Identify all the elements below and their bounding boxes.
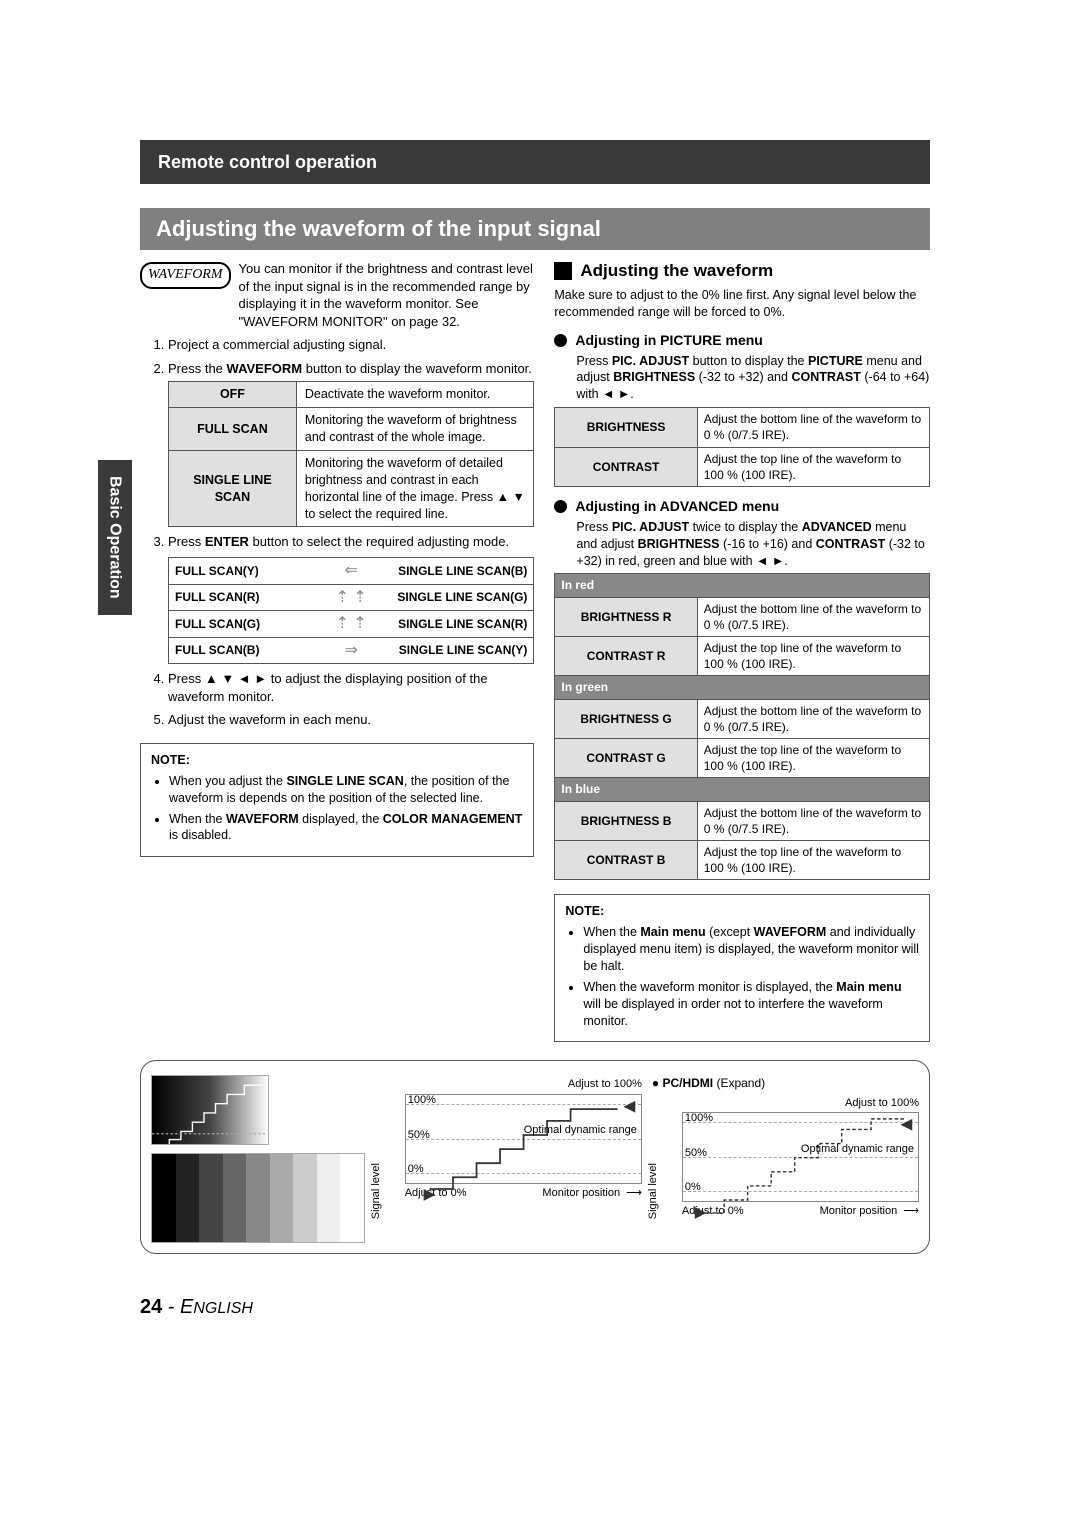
label-optimal: Optimal dynamic range	[801, 1142, 914, 1157]
section-title: Adjusting the waveform of the input sign…	[140, 208, 930, 250]
side-tab: Basic Operation	[98, 460, 132, 615]
table-row: CONTRASTAdjust the top line of the wavef…	[555, 447, 930, 486]
axis-label: Signal level	[369, 1163, 384, 1219]
table-row: FULL SCANMonitoring the waveform of brig…	[169, 408, 534, 451]
diagram-stair	[151, 1075, 365, 1243]
page-header: Remote control operation	[140, 140, 930, 184]
left-column: WAVEFORM You can monitor if the brightne…	[140, 260, 534, 1042]
step-2: Press the WAVEFORM button to display the…	[168, 360, 534, 528]
label-optimal: Optimal dynamic range	[524, 1123, 637, 1138]
note-item: When the WAVEFORM displayed, the COLOR M…	[169, 811, 523, 845]
flow-row: FULL SCAN(B)⇒SINGLE LINE SCAN(Y)	[169, 637, 533, 664]
table-row: CONTRAST BAdjust the top line of the wav…	[555, 840, 930, 879]
stair-preview-large	[151, 1153, 365, 1243]
flow-row: FULL SCAN(Y)⇐SINGLE LINE SCAN(B)	[169, 558, 533, 584]
dot-bullet-icon	[554, 500, 567, 513]
mode-table: OFFDeactivate the waveform monitor. FULL…	[168, 381, 534, 527]
diagram-row: Adjust to 100% Signal level 100% 50% 0% …	[140, 1060, 930, 1254]
plot: 100% 50% 0% Optimal dynamic range	[405, 1094, 642, 1184]
pc-hdmi-label: ● PC/HDMI (Expand)	[652, 1075, 919, 1091]
table-row: SINGLE LINE SCANMonitoring the waveform …	[169, 450, 534, 527]
arrow-updown-icon: ⇡ ⇡	[331, 613, 371, 635]
table-row: OFFDeactivate the waveform monitor.	[169, 382, 534, 408]
subheading-adjusting: Adjusting the waveform	[554, 260, 930, 283]
steps-list: Project a commercial adjusting signal. P…	[140, 336, 534, 729]
diagram-waveform-1: Adjust to 100% Signal level 100% 50% 0% …	[375, 1075, 642, 1243]
table-row: BRIGHTNESS GAdjust the bottom line of th…	[555, 699, 930, 738]
subheading-desc: Make sure to adjust to the 0% line first…	[554, 287, 930, 321]
note-box-1: NOTE: When you adjust the SINGLE LINE SC…	[140, 743, 534, 857]
note-item: When you adjust the SINGLE LINE SCAN, th…	[169, 773, 523, 807]
table-row: CONTRAST GAdjust the top line of the wav…	[555, 738, 930, 777]
advanced-desc: Press PIC. ADJUST twice to display the A…	[576, 519, 930, 570]
scan-flow: FULL SCAN(Y)⇐SINGLE LINE SCAN(B) FULL SC…	[168, 557, 534, 664]
table-row: BRIGHTNESS RAdjust the bottom line of th…	[555, 597, 930, 636]
step-1: Project a commercial adjusting signal.	[168, 336, 534, 354]
dot-bullet-icon	[554, 334, 567, 347]
axis-label: Signal level	[646, 1163, 661, 1219]
square-bullet-icon	[554, 262, 572, 280]
flow-row: FULL SCAN(G)⇡ ⇡SINGLE LINE SCAN(R)	[169, 610, 533, 637]
stair-preview-small	[151, 1075, 269, 1145]
subheading-advanced: Adjusting in ADVANCED menu	[554, 497, 930, 516]
right-column: Adjusting the waveform Make sure to adju…	[554, 260, 930, 1042]
advanced-table: In red BRIGHTNESS RAdjust the bottom lin…	[554, 573, 930, 880]
arrow-right-icon: ⇒	[331, 640, 371, 662]
step-4: Press ▲ ▼ ◄ ► to adjust the displaying p…	[168, 670, 534, 705]
plot: 100% 50% 0% Optimal dynamic range	[682, 1112, 919, 1202]
label-adjust-100: Adjust to 100%	[845, 1096, 919, 1111]
table-row: CONTRAST RAdjust the top line of the wav…	[555, 637, 930, 676]
arrow-updown-icon: ⇡ ⇡	[331, 587, 371, 609]
table-row: In red	[555, 574, 930, 597]
label-adjust-100: Adjust to 100%	[568, 1077, 642, 1092]
page-number: 24	[140, 1296, 162, 1318]
note-item: When the waveform monitor is displayed, …	[583, 979, 919, 1030]
table-row: In green	[555, 676, 930, 699]
table-row: BRIGHTNESS BAdjust the bottom line of th…	[555, 801, 930, 840]
picture-table: BRIGHTNESSAdjust the bottom line of the …	[554, 407, 930, 487]
picture-desc: Press PIC. ADJUST button to display the …	[576, 353, 930, 404]
table-row: BRIGHTNESSAdjust the bottom line of the …	[555, 408, 930, 447]
waveform-badge: WAVEFORM	[140, 262, 231, 289]
subheading-picture: Adjusting in PICTURE menu	[554, 331, 930, 350]
note-title: NOTE:	[565, 903, 919, 920]
step-5: Adjust the waveform in each menu.	[168, 711, 534, 729]
note-title: NOTE:	[151, 752, 523, 769]
flow-row: FULL SCAN(R)⇡ ⇡SINGLE LINE SCAN(G)	[169, 584, 533, 611]
diagram-waveform-2: ● PC/HDMI (Expand) Adjust to 100% Signal…	[652, 1075, 919, 1243]
note-item: When the Main menu (except WAVEFORM and …	[583, 924, 919, 975]
note-box-2: NOTE: When the Main menu (except WAVEFOR…	[554, 894, 930, 1042]
table-row: In blue	[555, 778, 930, 801]
step-3: Press ENTER button to select the require…	[168, 533, 534, 664]
page-footer: 24 - ENGLISH	[140, 1294, 930, 1321]
arrow-left-icon: ⇐	[331, 560, 371, 582]
intro-text: You can monitor if the brightness and co…	[239, 260, 535, 330]
